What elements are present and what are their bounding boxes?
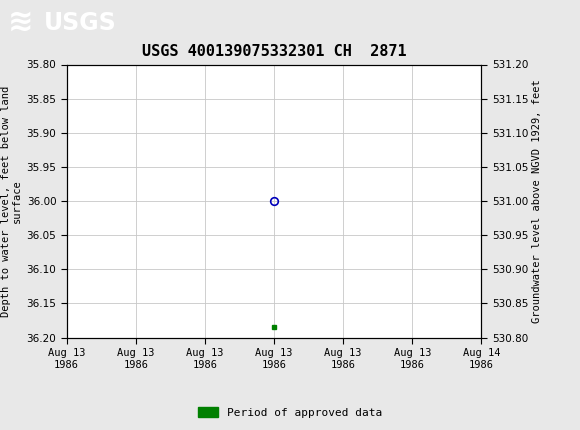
Text: USGS: USGS [44, 11, 116, 34]
Legend: Period of approved data: Period of approved data [194, 403, 386, 422]
Y-axis label: Depth to water level, feet below land
surface: Depth to water level, feet below land su… [1, 86, 22, 316]
Y-axis label: Groundwater level above NGVD 1929, feet: Groundwater level above NGVD 1929, feet [532, 79, 542, 323]
Text: ≋: ≋ [8, 8, 33, 37]
Title: USGS 400139075332301 CH  2871: USGS 400139075332301 CH 2871 [142, 44, 407, 59]
